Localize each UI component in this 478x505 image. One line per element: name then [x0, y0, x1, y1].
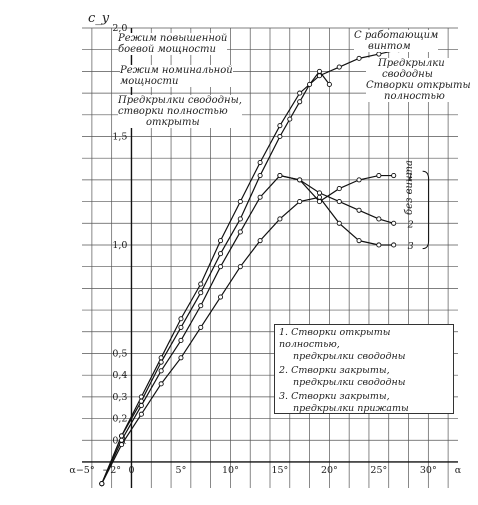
- data-point: [356, 207, 362, 213]
- data-point: [336, 199, 342, 205]
- data-point: [198, 324, 204, 330]
- data-point: [138, 411, 144, 417]
- annotation-no-propeller: без винта: [404, 160, 415, 215]
- data-point: [307, 81, 313, 87]
- data-point: [178, 337, 184, 344]
- data-point: [336, 220, 342, 226]
- legend: 1. Створки открыты полностью, предкрылки…: [274, 324, 454, 414]
- legend-entry-1: 1. Створки открыты полностью, предкрылки…: [279, 327, 406, 362]
- data-point: [237, 229, 243, 235]
- data-point: [316, 68, 323, 74]
- annotation-max-power: Режим повышенной боевой мощности: [118, 33, 228, 55]
- data-point: [356, 238, 362, 244]
- data-point: [326, 81, 332, 87]
- data-point: [99, 481, 105, 487]
- annotation-with-propeller: С работающим винтом: [354, 30, 439, 52]
- data-point: [217, 251, 224, 257]
- data-point: [257, 194, 263, 200]
- data-point: [356, 55, 362, 61]
- data-point: [158, 359, 164, 365]
- data-point: [198, 303, 204, 309]
- curve-end-label: 1: [408, 172, 414, 183]
- data-point: [297, 177, 303, 183]
- data-point: [158, 381, 164, 387]
- legend-entry-3: 3. Створки закрыты, предкрылки прижаты: [279, 391, 409, 414]
- data-point: [297, 199, 303, 205]
- y-tick-label: 1,0: [112, 240, 127, 251]
- data-point: [391, 242, 397, 248]
- data-point: [356, 177, 362, 183]
- y-tick-label: 0,4: [112, 370, 127, 381]
- annotation-nominal: Режим номинальной мощности: [120, 65, 233, 87]
- x-tick-label: α−5°: [69, 465, 94, 476]
- y-axis-label: c_y: [88, 11, 110, 26]
- data-point: [198, 281, 204, 287]
- annotation-slats-open: Предкрылки свододны, створки полностью о…: [118, 95, 242, 128]
- x-tick-label: 0: [128, 465, 134, 476]
- data-point: [277, 133, 283, 140]
- curve-end-label: 2: [407, 219, 414, 230]
- y-tick-label: 2,0: [112, 23, 127, 34]
- data-point: [316, 190, 323, 196]
- series-line-4: [279, 174, 394, 224]
- data-point: [391, 172, 397, 179]
- x-tick-label: 15°: [271, 465, 288, 476]
- data-point: [178, 324, 184, 330]
- data-point: [277, 216, 283, 222]
- data-point: [158, 368, 164, 374]
- data-point: [336, 186, 342, 192]
- data-point: [178, 316, 184, 322]
- data-point: [178, 355, 184, 361]
- data-point: [297, 99, 303, 105]
- data-point: [376, 242, 382, 248]
- data-point: [287, 116, 293, 122]
- data-point: [336, 64, 342, 70]
- data-point: [376, 51, 382, 57]
- data-point: [376, 216, 382, 222]
- y-tick-label: 0,3: [112, 392, 127, 403]
- x-tick-label: α: [455, 465, 462, 476]
- data-point: [217, 238, 224, 244]
- data-point: [297, 90, 303, 96]
- x-tick-label: 5°: [176, 465, 187, 476]
- data-point: [138, 402, 144, 409]
- annotation-right-note: Предкрылки свододны Створки открыты полн…: [366, 58, 471, 102]
- x-tick-label: 10°: [222, 465, 239, 476]
- data-point: [391, 220, 397, 226]
- series-line-1: [101, 49, 399, 484]
- data-point: [237, 216, 243, 222]
- curve-end-label: 3: [408, 241, 414, 252]
- series-line-5: [101, 196, 394, 484]
- data-point: [316, 194, 323, 200]
- data-point: [277, 123, 283, 129]
- legend-entry-2: 2. Створки закрыты, предкрылки свододны: [279, 365, 406, 388]
- series-group: 1 2 3: [99, 47, 430, 487]
- brace: [422, 170, 430, 250]
- data-point: [198, 290, 204, 296]
- y-tick-label: 0,2: [112, 414, 127, 425]
- series-line-3: [101, 174, 394, 484]
- x-tick-label: −2°: [102, 465, 121, 476]
- data-point: [237, 264, 243, 270]
- data-point: [257, 172, 263, 179]
- data-point: [376, 172, 382, 179]
- x-tick-label: 20°: [321, 465, 338, 476]
- x-tick-label: 30°: [420, 465, 437, 476]
- data-point: [237, 199, 243, 205]
- data-point: [217, 264, 224, 270]
- data-point: [257, 238, 263, 244]
- data-point: [217, 294, 224, 300]
- x-tick-label: 25°: [370, 465, 387, 476]
- data-point: [257, 159, 263, 166]
- data-point: [277, 172, 283, 179]
- y-tick-label: 0,5: [112, 348, 127, 359]
- y-tick-label: 1,5: [112, 131, 127, 142]
- data-point: [119, 442, 125, 448]
